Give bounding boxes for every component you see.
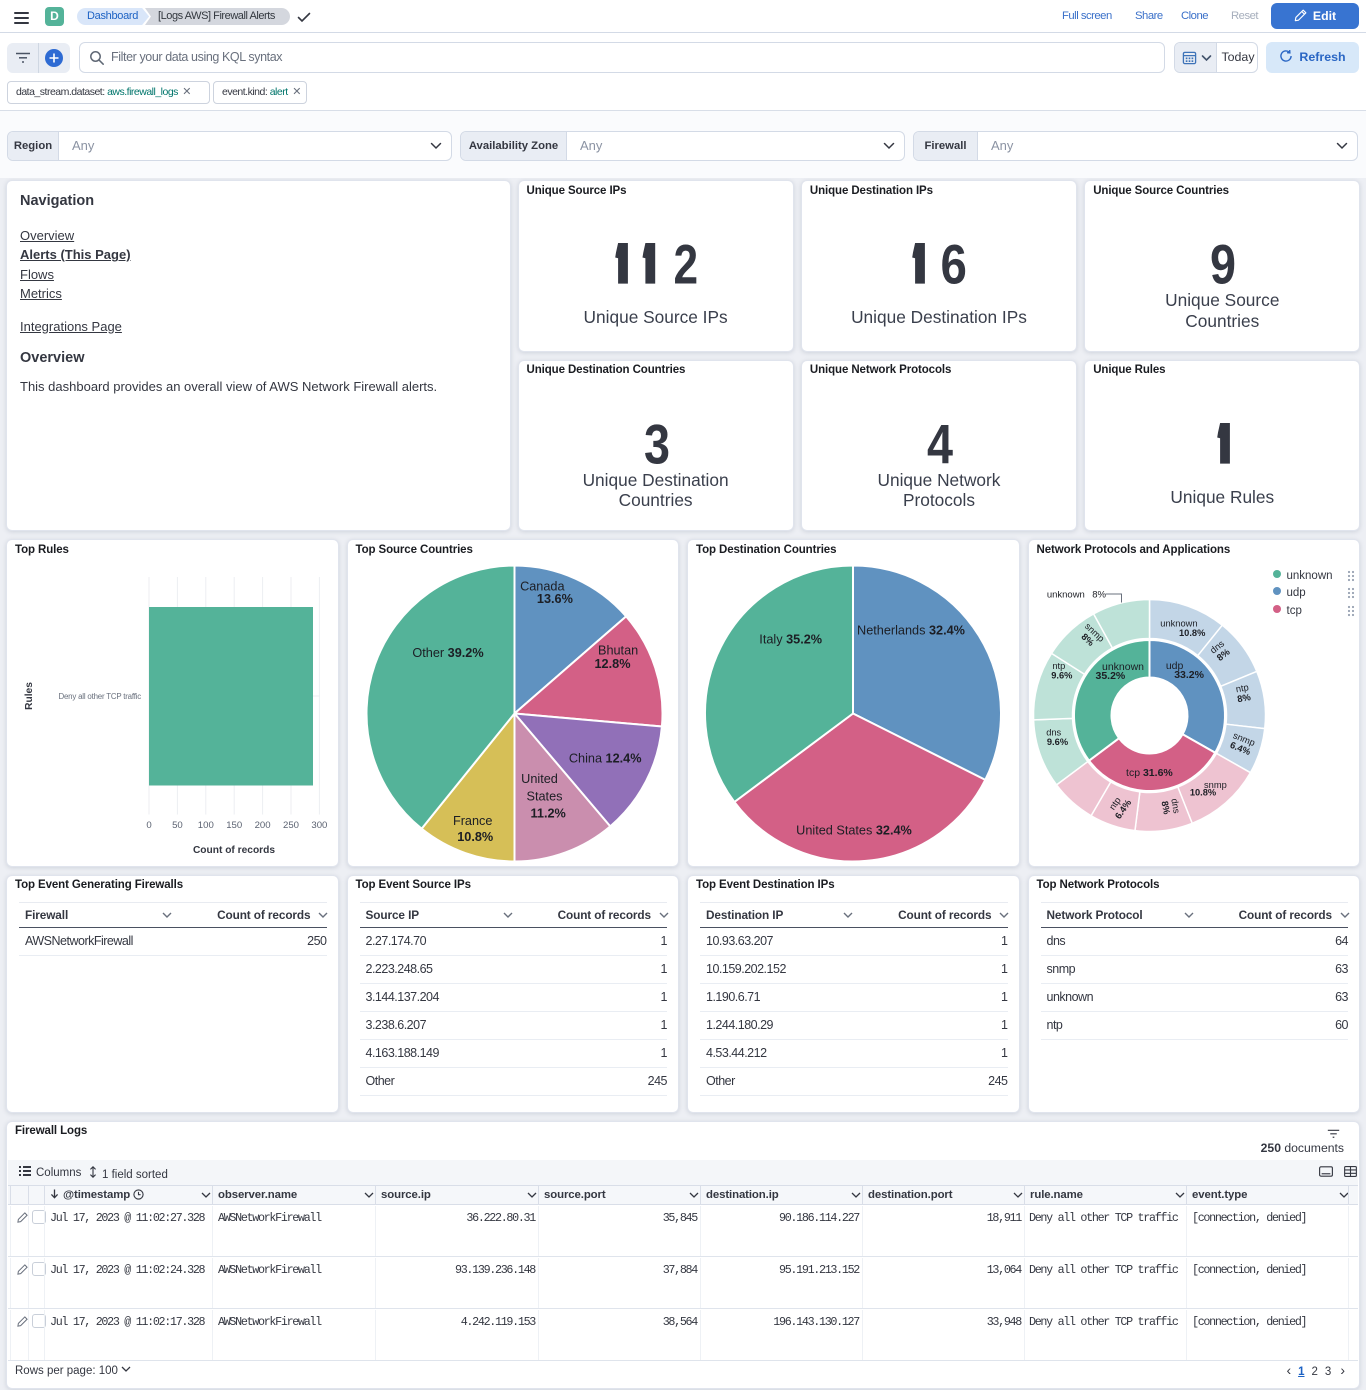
svg-text:dns: dns — [1046, 728, 1061, 738]
svg-text:Count of records: Count of records — [193, 845, 275, 856]
svg-text:4: 4 — [927, 423, 953, 465]
svg-text:9: 9 — [1210, 243, 1236, 285]
svg-text:dns: dns — [1169, 798, 1182, 815]
svg-text:150: 150 — [226, 820, 242, 831]
svg-text:United: United — [521, 772, 558, 786]
svg-text:12.8%: 12.8% — [594, 657, 630, 671]
svg-text:300: 300 — [311, 820, 327, 831]
svg-text:unknown: unknown — [1160, 619, 1197, 629]
svg-text:35.2%: 35.2% — [1095, 670, 1125, 682]
svg-text:33.2%: 33.2% — [1174, 669, 1204, 681]
svg-text:13.6%: 13.6% — [536, 592, 572, 606]
svg-text:9.6%: 9.6% — [1046, 737, 1068, 747]
svg-text:11.2%: 11.2% — [530, 807, 565, 821]
svg-text:snmp: snmp — [1204, 780, 1227, 790]
svg-text:Other 39.2%: Other 39.2% — [412, 646, 483, 660]
svg-text:udp: udp — [1165, 660, 1183, 672]
svg-text:Rules: Rules — [24, 682, 35, 710]
svg-text:ntp: ntp — [1235, 682, 1249, 694]
svg-text:0: 0 — [146, 820, 151, 831]
svg-text:Bhutan: Bhutan — [597, 643, 637, 657]
svg-text:50: 50 — [172, 820, 183, 831]
svg-text:Italy 35.2%: Italy 35.2% — [759, 632, 822, 646]
svg-text:unknown: unknown — [1101, 661, 1143, 673]
svg-text:9.6%: 9.6% — [1051, 670, 1073, 680]
svg-text:tcp 31.6%: tcp 31.6% — [1126, 767, 1173, 779]
svg-text:Canada: Canada — [520, 580, 565, 594]
svg-text:France: France — [452, 814, 492, 828]
svg-text:100: 100 — [198, 820, 214, 831]
svg-text:3: 3 — [644, 423, 670, 465]
svg-text:8%: 8% — [1236, 692, 1252, 704]
svg-text:10.8%: 10.8% — [1179, 628, 1206, 638]
svg-text:2: 2 — [674, 243, 699, 285]
svg-text:ntp: ntp — [1052, 661, 1065, 671]
svg-text:6: 6 — [941, 243, 967, 285]
svg-text:10.8%: 10.8% — [1189, 788, 1216, 798]
svg-text:250: 250 — [283, 820, 299, 831]
svg-text:unknown 8%: unknown 8% — [1046, 590, 1106, 601]
svg-text:China 12.4%: China 12.4% — [568, 752, 641, 766]
svg-text:United States 32.4%: United States 32.4% — [796, 824, 912, 838]
svg-text:10.8%: 10.8% — [457, 830, 493, 844]
svg-text:8%: 8% — [1159, 800, 1171, 816]
svg-text:States: States — [526, 789, 562, 803]
svg-text:Deny all other TCP traffic: Deny all other TCP traffic — [58, 692, 141, 701]
svg-text:200: 200 — [255, 820, 271, 831]
svg-text:Netherlands 32.4%: Netherlands 32.4% — [857, 624, 965, 638]
